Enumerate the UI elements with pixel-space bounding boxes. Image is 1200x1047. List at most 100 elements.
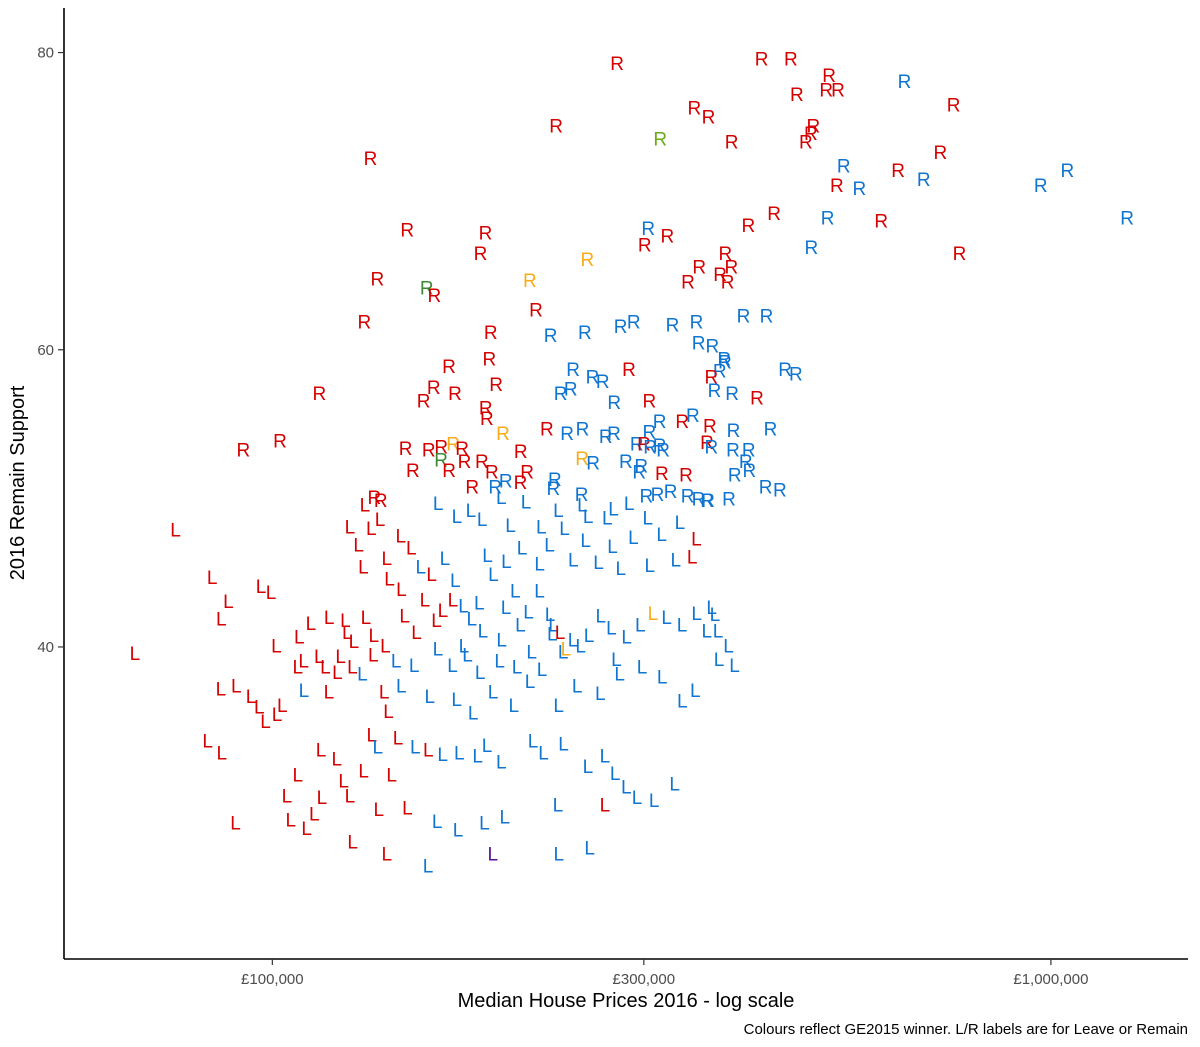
leave-point: L <box>494 651 505 672</box>
remain-point: R <box>374 491 388 512</box>
remain-point: R <box>764 420 778 441</box>
remain-point: R <box>637 434 651 455</box>
leave-point: L <box>379 683 390 704</box>
remain-point: R <box>312 384 326 405</box>
leave-point: L <box>477 510 488 531</box>
leave-point: L <box>610 764 621 785</box>
leave-point: L <box>538 743 549 764</box>
remain-point: R <box>273 431 287 452</box>
leave-point: L <box>670 550 681 571</box>
leave-point: L <box>382 549 393 570</box>
remain-point: R <box>692 333 706 354</box>
leave-point: L <box>475 663 486 684</box>
leave-point: L <box>298 651 309 672</box>
x-axis-ticks: £100,000 £300,000 £1,000,000 <box>241 959 1088 988</box>
leave-point: L <box>292 657 303 678</box>
remain-point: R <box>721 272 735 293</box>
remain-point: R <box>483 350 497 371</box>
remain-point: R <box>717 350 731 371</box>
leave-point: L <box>537 660 548 681</box>
leave-point: L <box>448 590 459 611</box>
remain-point: R <box>804 124 818 145</box>
leave-point: L <box>616 559 627 580</box>
remain-point: R <box>607 424 621 445</box>
remain-point: R <box>566 360 580 381</box>
leave-point: L <box>677 616 688 637</box>
leave-point: L <box>614 665 625 686</box>
remain-point: R <box>581 250 595 271</box>
remain-point: R <box>664 482 678 503</box>
leave-point: L <box>482 736 493 757</box>
leave-point: L <box>468 703 479 724</box>
chart-caption: Colours reflect GE2015 winner. L/R label… <box>744 1021 1188 1038</box>
remain-point: R <box>784 50 798 71</box>
leave-point: L <box>271 636 282 657</box>
leave-point: L <box>440 549 451 570</box>
leave-point: L <box>661 608 672 629</box>
leave-point: L <box>431 611 442 632</box>
leave-point: L <box>130 644 141 665</box>
remain-point: R <box>489 375 503 396</box>
leave-point: L <box>332 663 343 684</box>
remain-point: R <box>653 436 667 457</box>
leave-point: L <box>675 513 686 534</box>
leave-point: L <box>505 516 516 537</box>
leave-point: L <box>409 656 420 677</box>
x-tick-label: £300,000 <box>613 971 676 988</box>
leave-point: L <box>568 550 579 571</box>
remain-point: R <box>1034 176 1048 197</box>
leave-point: L <box>369 626 380 647</box>
remain-point: R <box>653 130 667 151</box>
remain-point: R <box>742 461 756 482</box>
remain-point: R <box>653 412 667 433</box>
y-tick-label: 60 <box>37 342 54 359</box>
remain-point: R <box>370 269 384 290</box>
leave-point: L <box>593 553 604 574</box>
remain-point: R <box>484 323 498 344</box>
leave-point: L <box>496 631 507 652</box>
leave-point: L <box>701 622 712 643</box>
leave-point: L <box>361 608 372 629</box>
leave-point: L <box>458 596 469 617</box>
leave-point: L <box>373 737 384 758</box>
leave-point: L <box>451 690 462 711</box>
leave-point: L <box>474 593 485 614</box>
remain-point: R <box>630 434 644 455</box>
leave-point: L <box>223 592 234 613</box>
leave-point: L <box>496 752 507 773</box>
remain-point: R <box>474 244 488 265</box>
remain-point: R <box>686 406 700 427</box>
leave-point: L <box>202 732 213 753</box>
leave-point: L <box>648 604 659 625</box>
y-tick-label: 40 <box>37 639 54 656</box>
leave-point: L <box>472 746 483 767</box>
remain-point: R <box>675 412 689 433</box>
leave-point: L <box>396 677 407 698</box>
leave-point: L <box>526 642 537 663</box>
leave-point: L <box>508 696 519 717</box>
leave-point: L <box>383 702 394 723</box>
remain-point: R <box>564 379 578 400</box>
remain-point: R <box>549 116 563 137</box>
leave-point: L <box>338 772 349 793</box>
leave-point: L <box>432 812 443 833</box>
leave-point: L <box>496 488 507 509</box>
remain-point: R <box>496 424 510 445</box>
leave-point: L <box>426 565 437 586</box>
leave-point: L <box>517 538 528 559</box>
leave-point: L <box>415 558 426 579</box>
remain-point: R <box>750 388 764 409</box>
remain-point: R <box>480 409 494 430</box>
x-tick-label: £100,000 <box>241 971 304 988</box>
remain-point: R <box>455 439 469 460</box>
leave-point: L <box>216 743 227 764</box>
remain-point: R <box>789 365 803 386</box>
leave-point: L <box>621 628 632 649</box>
leave-point: L <box>353 535 364 556</box>
leave-point: L <box>368 645 379 666</box>
remain-point: R <box>514 442 528 463</box>
leave-point: L <box>544 535 555 556</box>
leave-point: L <box>575 636 586 657</box>
leave-point: L <box>645 556 656 577</box>
leave-point: L <box>559 519 570 540</box>
